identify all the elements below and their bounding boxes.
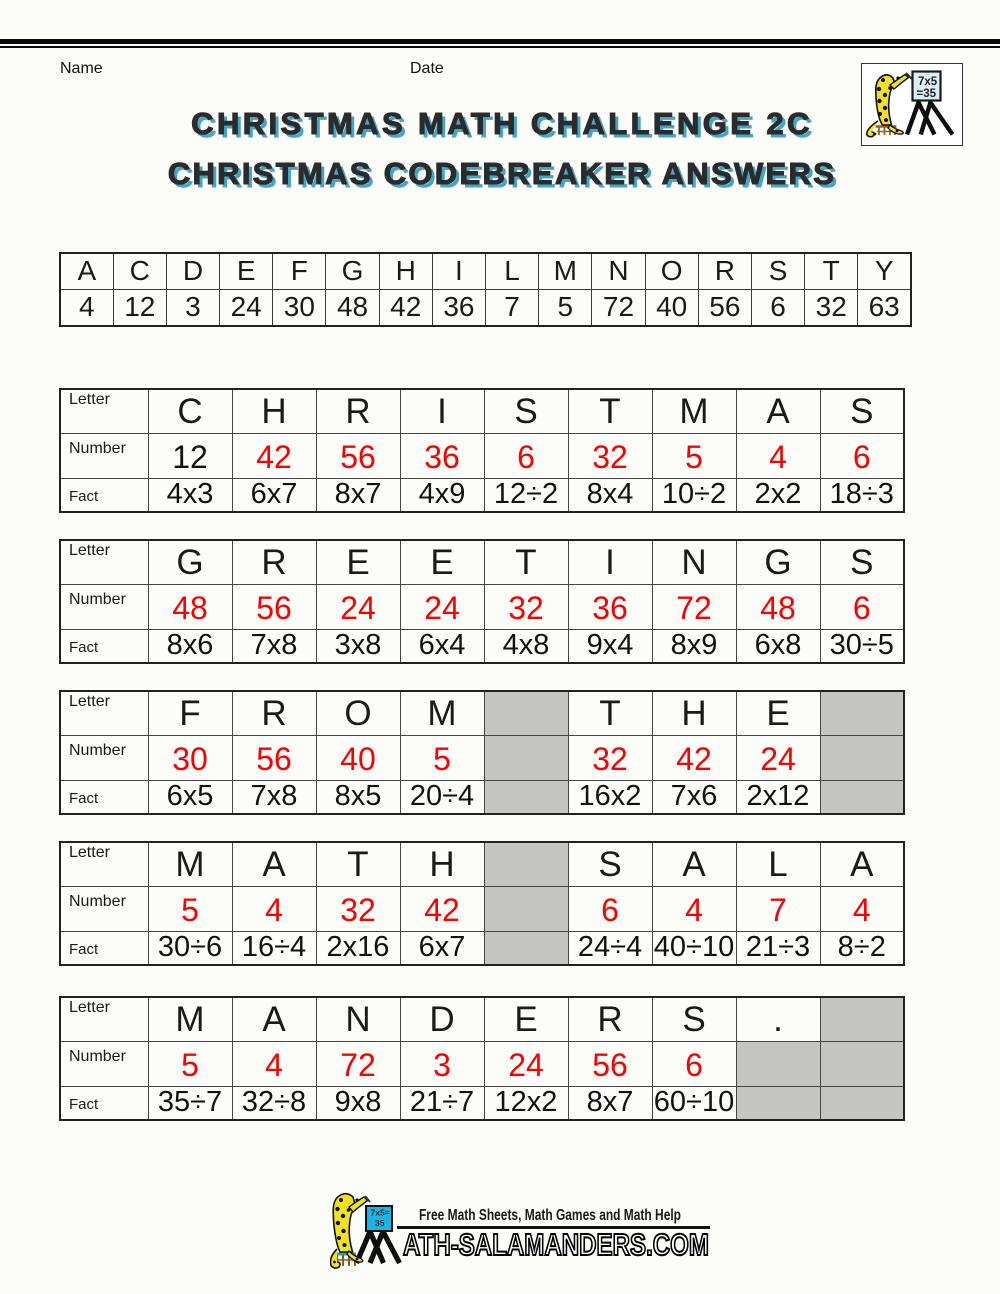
svg-text:35: 35 [375,1218,385,1228]
svg-text:=35: =35 [917,88,937,100]
svg-text:7x5=: 7x5= [371,1208,390,1218]
svg-text:7x5: 7x5 [918,76,938,88]
